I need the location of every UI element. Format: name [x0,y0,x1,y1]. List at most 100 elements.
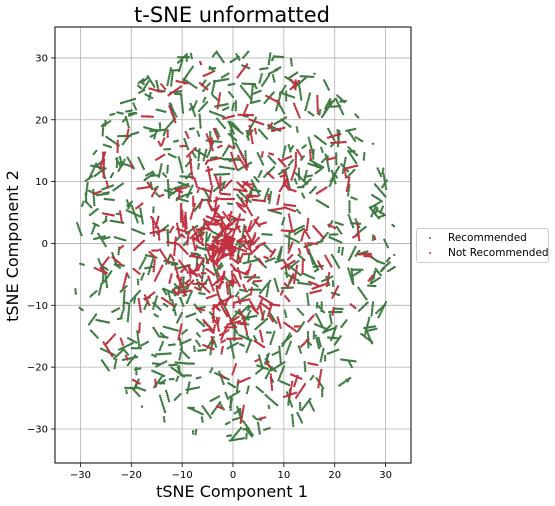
data-point [351,251,354,254]
data-point [336,101,339,105]
data-point [179,145,182,148]
data-point [171,73,174,77]
data-point [330,141,333,145]
data-point [190,67,193,70]
data-point [167,194,171,197]
data-point [216,79,219,83]
data-point [117,135,120,138]
data-point [132,209,135,212]
data-point [316,165,319,169]
data-point [370,279,373,283]
data-point [180,100,184,104]
data-point [173,261,177,265]
data-point [218,96,221,99]
data-point [225,149,228,152]
data-point [77,226,80,229]
data-point [167,187,170,191]
data-point [193,104,196,107]
data-point [188,381,191,384]
data-point [229,341,233,345]
data-point [228,295,232,298]
data-point [197,167,200,170]
data-point [331,282,335,285]
data-point [356,164,359,167]
data-point [173,305,177,308]
data-point [273,80,276,83]
data-point [350,128,353,131]
data-point [95,149,98,153]
data-point [333,292,336,296]
data-point [76,222,79,225]
data-point [316,103,319,106]
data-point [134,347,137,350]
data-point [237,113,240,117]
data-point [180,345,183,348]
data-point [249,338,253,342]
data-point [152,172,156,175]
data-point [213,79,217,83]
chart-title: t-SNE unformatted [134,3,330,27]
data-point [104,186,108,190]
data-point [313,187,316,190]
data-point [166,224,170,227]
data-point [280,286,284,290]
data-point [222,152,226,155]
data-point [127,315,130,319]
data-point [226,158,229,161]
data-point [327,276,330,279]
data-point [333,343,336,346]
data-point [327,101,330,105]
data-point [145,174,148,177]
data-point [180,374,183,377]
data-point [243,276,246,279]
data-point [358,222,362,225]
data-point [332,257,336,260]
data-point [170,84,173,87]
data-point [241,82,244,85]
data-point [218,197,221,200]
data-point [193,114,197,117]
data-point [290,59,293,63]
data-point [329,133,333,136]
data-point [216,277,219,280]
data-point [257,180,260,183]
data-point [277,290,280,293]
data-point [350,365,354,369]
data-point [351,281,354,284]
data-point [287,244,290,248]
data-point [184,242,187,245]
data-point [171,363,175,367]
data-point [139,211,143,214]
data-point [288,344,291,348]
data-point [175,363,178,366]
data-point [290,403,293,406]
data-point [254,186,257,189]
data-point [204,255,208,259]
data-point [309,401,312,405]
data-point [278,352,282,355]
data-point [205,139,208,142]
data-point [188,190,192,193]
data-point [302,194,305,197]
data-point [372,277,375,280]
data-point [123,289,126,293]
data-point [91,170,94,173]
data-point [285,99,288,102]
data-point [181,302,184,306]
data-point [209,399,212,403]
data-point [289,150,292,153]
data-point [188,127,192,131]
data-point [185,301,189,305]
data-point [168,297,172,300]
data-point [331,171,334,175]
data-point [306,331,310,334]
data-point [216,105,220,108]
data-point [247,244,250,247]
data-point [361,139,364,143]
data-point [267,404,270,408]
data-point [357,116,360,119]
data-point [245,437,248,440]
data-point [333,98,336,101]
data-point [178,369,181,372]
data-point [144,303,148,307]
